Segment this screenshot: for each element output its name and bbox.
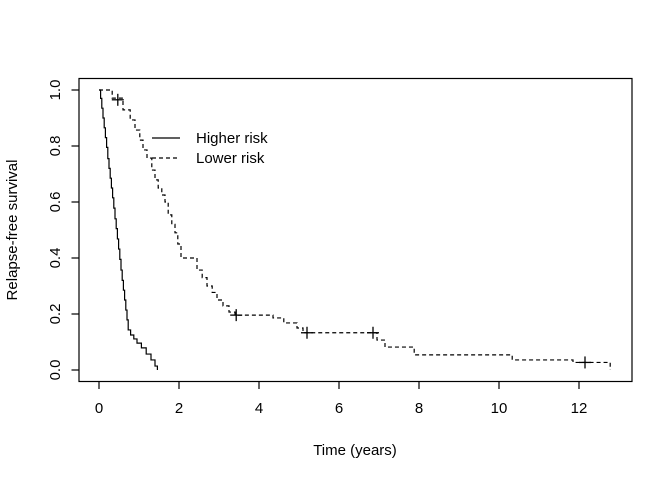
x-tick-label: 4 [255,400,263,417]
legend-label-lower-risk: Lower risk [196,150,265,167]
y-tick-label: 0.4 [47,248,64,269]
curve-lower-risk [99,89,611,370]
x-tick-label: 6 [335,400,343,417]
censor-marks [111,93,591,369]
y-tick-label: 0.0 [47,360,64,381]
x-tick-label: 10 [491,400,508,417]
x-tick-label: 0 [95,400,103,417]
legend: Higher risk Lower risk [152,130,268,167]
x-tick-label: 12 [571,400,588,417]
x-tick-label: 8 [415,400,423,417]
axes: 0 2 4 6 8 10 12 0.0 0.2 0.4 0.6 0.8 1.0 [47,77,633,417]
y-tick-label: 1.0 [47,80,64,101]
legend-label-higher-risk: Higher risk [196,130,268,147]
y-axis-title: Relapse-free survival [4,160,21,301]
y-tick-label: 0.2 [47,304,64,325]
curves [99,89,611,370]
x-axis-title: Time (years) [313,442,397,459]
y-tick-label: 0.8 [47,136,64,157]
y-tick-label: 0.6 [47,192,64,213]
plot-box [78,77,633,383]
curve-higher-risk [99,89,158,370]
x-tick-label: 2 [175,400,183,417]
